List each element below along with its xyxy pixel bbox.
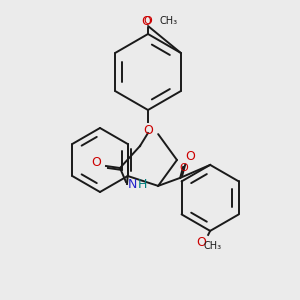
- Text: CH₃: CH₃: [160, 16, 178, 26]
- Text: O: O: [141, 15, 151, 28]
- Text: O: O: [185, 150, 195, 163]
- Text: O: O: [144, 16, 152, 26]
- Text: O: O: [91, 157, 101, 169]
- Text: N: N: [128, 178, 137, 190]
- Text: O: O: [179, 163, 188, 173]
- Text: O: O: [196, 236, 206, 249]
- Text: H: H: [138, 178, 147, 190]
- Text: CH₃: CH₃: [203, 241, 221, 251]
- Text: O: O: [143, 124, 153, 137]
